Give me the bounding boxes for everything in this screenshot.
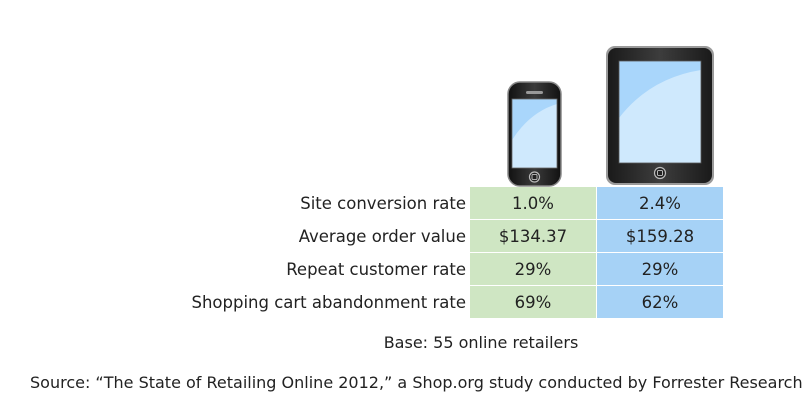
tablet-icon bbox=[606, 46, 714, 185]
row-label: Shopping cart abandonment rate bbox=[191, 293, 466, 312]
table-row: Average order value $134.37 $159.28 bbox=[140, 220, 723, 253]
device-header bbox=[507, 46, 714, 187]
source-note: Source: “The State of Retailing Online 2… bbox=[30, 373, 803, 392]
tablet-value: 2.4% bbox=[597, 187, 723, 220]
tablet-value: 62% bbox=[597, 286, 723, 319]
smartphone-value: 69% bbox=[470, 286, 597, 319]
table-row: Shopping cart abandonment rate 69% 62% bbox=[140, 286, 723, 319]
smartphone-value: 29% bbox=[470, 253, 597, 286]
table-row: Repeat customer rate 29% 29% bbox=[140, 253, 723, 286]
base-note: Base: 55 online retailers bbox=[383, 333, 579, 352]
tablet-value: $159.28 bbox=[597, 220, 723, 253]
row-label: Site conversion rate bbox=[300, 194, 466, 213]
smartphone-value: $134.37 bbox=[470, 220, 597, 253]
row-label: Average order value bbox=[298, 227, 466, 246]
tablet-value: 29% bbox=[597, 253, 723, 286]
table-row: Site conversion rate 1.0% 2.4% bbox=[140, 187, 723, 220]
row-label: Repeat customer rate bbox=[286, 260, 466, 279]
smartphone-icon bbox=[507, 81, 562, 187]
smartphone-value: 1.0% bbox=[470, 187, 597, 220]
metrics-table: Site conversion rate 1.0% 2.4% Average o… bbox=[140, 187, 723, 319]
